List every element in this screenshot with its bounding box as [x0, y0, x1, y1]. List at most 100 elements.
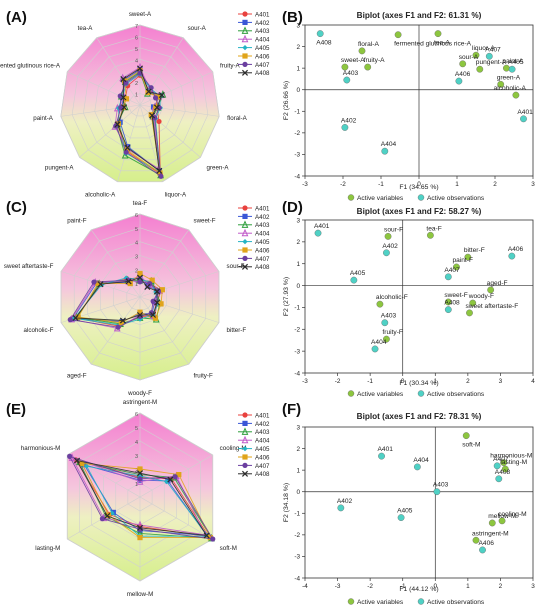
radar-data-point — [123, 80, 129, 86]
plot-frame — [304, 426, 534, 579]
radar-data-point — [136, 470, 144, 477]
observation-point — [341, 124, 349, 131]
radar-tick-label: 3 — [135, 454, 138, 460]
x-tick-label: -1 — [378, 181, 384, 188]
variable-point — [426, 231, 434, 239]
radar-data-point — [136, 311, 144, 319]
variable-point — [453, 263, 460, 271]
legend-label: A407 — [255, 62, 270, 69]
observation-label: A403 — [433, 482, 449, 489]
variable-point — [476, 65, 484, 73]
observation-label: A404 — [413, 457, 429, 464]
radar-axis-label: green-A — [207, 165, 230, 172]
radar-data-point — [154, 288, 161, 295]
radar-tick-label: 6 — [135, 35, 138, 41]
radar-data-point — [152, 95, 159, 101]
radar-data-point — [148, 85, 154, 91]
radar-axis-label: tea-F — [133, 200, 148, 207]
legend-marker-observations — [417, 194, 425, 201]
legend-swatch-marker — [242, 11, 248, 17]
observation-label: A408 — [444, 300, 460, 307]
y-tick-label: 1 — [296, 65, 300, 72]
observation-label: A403 — [381, 313, 397, 320]
radar-data-point — [95, 280, 101, 286]
variable-label: liquor-A — [472, 45, 495, 52]
biplot-chart-f: -4 -3 -2 -1 0 1 2 3 -4 -3 -2 -1 0 1 2 3 Biplot (axes F1 … — [283, 412, 535, 606]
observation-point — [413, 463, 421, 471]
y-tick-label: 2 — [296, 239, 300, 246]
legend-label-observations: Active observations — [427, 391, 485, 398]
observation-point — [508, 252, 516, 260]
variable-point — [464, 253, 472, 261]
observation-point — [433, 488, 441, 496]
radar-data-point — [203, 532, 210, 539]
radar-axis-label: sweet aftertaste-F — [4, 263, 54, 270]
radar-gridline — [94, 58, 186, 150]
legend-label-observations: Active observations — [427, 599, 485, 606]
legend-label: A404 — [255, 438, 270, 445]
radar-data-point — [67, 453, 73, 459]
observation-label: A406 — [479, 540, 495, 547]
legend-label: A406 — [255, 454, 270, 461]
variable-point — [472, 536, 480, 544]
panel-label-c: (C) — [6, 199, 27, 216]
observation-label: A408 — [316, 40, 332, 47]
legend-label: A404 — [255, 231, 270, 238]
radar-axis-label: woody-F — [127, 390, 152, 397]
legend-label: A402 — [255, 421, 270, 428]
radar-data-point — [144, 283, 151, 290]
observation-label: A401 — [314, 223, 330, 230]
observation-point — [485, 52, 493, 60]
legend-marker-observations — [417, 390, 425, 397]
observation-point — [455, 77, 463, 85]
radar-axis-label: paint-F — [67, 217, 86, 224]
y-tick-label: 2 — [296, 44, 300, 51]
radar-data-point — [75, 314, 81, 320]
x-tick-label: 0 — [434, 583, 438, 590]
y-tick-label: -4 — [294, 173, 300, 180]
radar-data-point — [149, 112, 156, 119]
legend-swatch-marker — [241, 34, 249, 43]
legend-label: A402 — [255, 214, 270, 221]
observation-label: A405 — [397, 508, 413, 515]
radar-gridline — [60, 24, 220, 183]
observation-label: A405 — [508, 59, 524, 66]
radar-axis-label: cooling-M — [220, 445, 247, 452]
radar-axis-label: soft-M — [220, 545, 237, 552]
radar-spoke — [96, 37, 141, 106]
y-tick-label: 2 — [296, 446, 300, 453]
radar-chart-e: 1 2 3 4 5 6 astringent-M cooling-M soft-M mellow-… — [21, 399, 270, 598]
radar-data-point — [136, 274, 144, 281]
radar-data-point — [176, 472, 182, 478]
variable-point — [501, 465, 509, 473]
radar-data-point — [137, 309, 143, 315]
radar-gridline — [71, 36, 209, 172]
variable-point — [376, 300, 384, 308]
radar-axis-label: sour-F — [227, 263, 245, 270]
legend-swatch-marker — [241, 220, 249, 228]
radar-tick-label: 4 — [135, 241, 138, 247]
radar-data-point — [97, 281, 104, 288]
radar-tick-label: 1 — [135, 482, 138, 488]
y-tick-label: -4 — [294, 370, 300, 377]
legend-swatch-marker — [241, 263, 249, 270]
variable-point — [444, 298, 452, 306]
radar-data-point — [136, 524, 144, 531]
variable-point — [500, 459, 508, 466]
radar-data-point — [164, 479, 170, 485]
variable-label: paint-A — [502, 58, 523, 65]
observation-point — [495, 475, 503, 483]
radar-data-point — [120, 94, 127, 101]
legend-marker-variables — [347, 598, 355, 605]
observation-label: A407 — [493, 456, 509, 463]
legend-label: A403 — [255, 429, 270, 436]
legend-label-variables: Active variables — [357, 195, 404, 202]
observation-label: A404 — [381, 141, 397, 148]
radar-data-point — [153, 104, 159, 110]
legend-label: A406 — [255, 247, 270, 254]
observation-point — [350, 276, 358, 284]
legend-swatch-marker — [241, 435, 249, 444]
variable-point — [497, 80, 505, 88]
radar-axis-label: alcoholic-A — [85, 191, 116, 198]
y-tick-label: -3 — [294, 554, 300, 561]
